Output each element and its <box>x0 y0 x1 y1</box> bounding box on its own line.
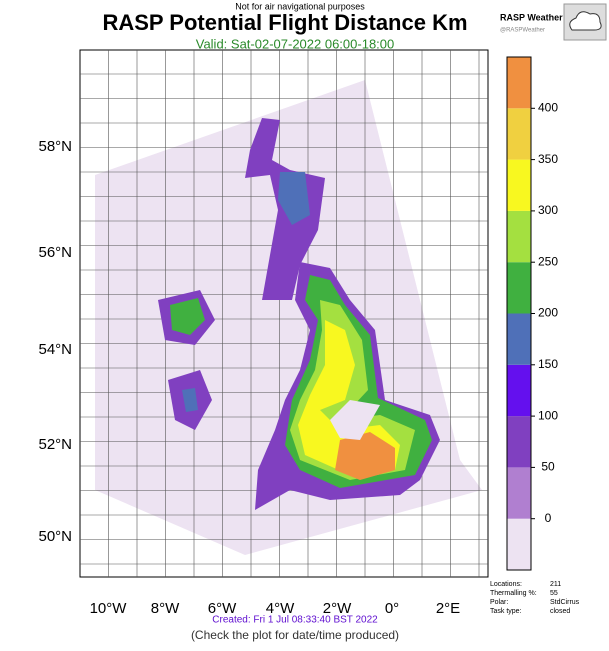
info-key: Task type: <box>490 608 522 615</box>
colorbar-label: 50 <box>541 460 555 474</box>
colorbar-segment <box>507 159 531 211</box>
title: RASP Potential Flight Distance Km <box>102 10 467 35</box>
colorbar-segment <box>507 262 531 314</box>
region <box>182 388 198 412</box>
lat-label: 58°N <box>38 138 72 155</box>
colorbar-label: 200 <box>538 306 558 320</box>
logo-cloud <box>569 11 602 31</box>
colorbar-segment <box>507 467 531 519</box>
notice: Not for air navigational purposes <box>235 1 365 11</box>
colorbar-label: 300 <box>538 203 558 217</box>
lat-label: 50°N <box>38 528 72 545</box>
colorbar-label: 0 <box>545 511 552 525</box>
region <box>278 172 310 225</box>
colorbar-label: 100 <box>538 408 558 422</box>
created: Created: Fri 1 Jul 08:33:40 BST 2022 <box>212 615 378 626</box>
lon-label: 4°W <box>266 600 295 617</box>
lon-label: 10°W <box>90 600 128 617</box>
colorbar-label: 150 <box>538 357 558 371</box>
info-value: StdCirrus <box>550 599 580 606</box>
valid-time: Valid: Sat-02-07-2022 06:00-18:00 <box>196 36 395 51</box>
brand: RASP Weather <box>500 12 563 22</box>
lon-label: 2°E <box>436 600 460 617</box>
footer-note: (Check the plot for date/time produced) <box>191 628 399 642</box>
colorbar-segment <box>507 108 531 160</box>
colorbar-segment <box>507 364 531 417</box>
region <box>330 400 380 440</box>
region <box>170 298 205 335</box>
colorbar-segment <box>507 416 531 468</box>
lon-label: 2°W <box>323 600 352 617</box>
info-value: 55 <box>550 590 558 597</box>
map <box>79 49 489 578</box>
colorbar-label: 350 <box>538 152 558 166</box>
colorbar-segment <box>507 210 531 263</box>
lon-label: 8°W <box>151 600 180 617</box>
region <box>335 432 395 480</box>
info-key: Locations: <box>490 581 522 588</box>
lon-label: 0° <box>385 600 399 617</box>
info-key: Thermalling %: <box>490 590 537 597</box>
lon-label: 6°W <box>208 600 237 617</box>
colorbar-segment <box>507 57 531 109</box>
lat-label: 52°N <box>38 436 72 453</box>
handle: @RASPWeather <box>500 28 545 34</box>
lat-label: 54°N <box>38 341 72 358</box>
info-key: Polar: <box>490 599 508 606</box>
colorbar-segment <box>507 518 531 570</box>
colorbar-label: 400 <box>538 100 558 114</box>
lat-label: 56°N <box>38 244 72 261</box>
colorbar-segment <box>507 313 531 365</box>
info-value: closed <box>550 608 570 615</box>
colorbar-label: 250 <box>538 254 558 268</box>
info-value: 211 <box>550 581 561 588</box>
